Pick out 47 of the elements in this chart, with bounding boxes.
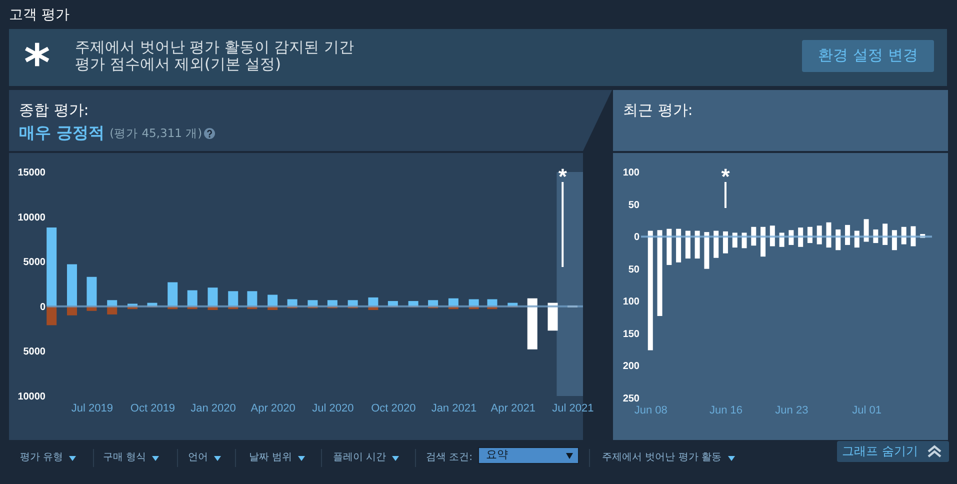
x-tick-label: Jan 2020 <box>190 402 236 414</box>
x-tick-label: Apr 2020 <box>250 402 296 414</box>
text: 평가 점수에서 제외(기본 설정) <box>75 55 282 74</box>
y-tick-label: 10000 <box>18 212 46 224</box>
y-tick-label: 0 <box>634 232 640 244</box>
y-tick-label: 100 <box>622 168 640 178</box>
button: 그래프 숨기기 <box>837 441 949 462</box>
y-tick-label: 200 <box>622 361 640 372</box>
text: 주제에서 벗어난 평가 활동이 감지된 기간 <box>75 38 354 56</box>
chart-subtitle: 매우 긍정적 <box>19 123 105 142</box>
y-tick-label: 50 <box>628 200 640 211</box>
text: (평가 45,311 개) <box>110 126 202 140</box>
text: 플레이 시간 <box>333 452 386 464</box>
y-tick-label: 5000 <box>23 346 46 358</box>
x-tick-label: Oct 2020 <box>371 402 416 414</box>
x-tick-label: Jul 2021 <box>552 402 594 414</box>
x-tick-label: Apr 2021 <box>490 402 536 414</box>
text: 언어 <box>188 452 208 464</box>
text: 주제에서 벗어난 평가 활동 <box>602 452 722 464</box>
text: 날짜 범위 <box>249 452 292 464</box>
y-tick-label: 150 <box>622 328 640 340</box>
ref-line-label: * <box>721 164 730 189</box>
text: 검색 조건: <box>426 452 473 464</box>
y-tick-label: 5000 <box>23 257 46 268</box>
ref-line-label: * <box>558 164 568 189</box>
y-tick-label: 50 <box>628 264 640 276</box>
y-tick-label: 10000 <box>18 392 46 402</box>
x-tick-label: Jan 2021 <box>431 402 477 414</box>
x-tick-label: Jul 2019 <box>71 402 114 414</box>
chart-title: 종합 평가: <box>19 101 89 119</box>
text: 구매 형식 <box>103 452 146 464</box>
x-tick-label: Jul 01 <box>852 404 882 416</box>
x-tick-label: Jun 16 <box>709 404 742 416</box>
text: 고객 평가 <box>9 7 70 23</box>
text: * <box>24 34 50 92</box>
button: 환경 설정 변경 <box>802 40 934 72</box>
chart-title: 최근 평가: <box>623 101 693 119</box>
x-tick-label: Jul 2020 <box>312 402 354 414</box>
select-box: 요약 <box>478 447 579 464</box>
y-tick-label: 250 <box>622 394 640 404</box>
x-tick-label: Oct 2019 <box>130 402 176 414</box>
x-tick-label: Jun 08 <box>634 404 668 416</box>
x-tick-label: Jun 23 <box>775 404 808 416</box>
y-tick-label: 100 <box>622 296 640 308</box>
y-tick-label: 15000 <box>18 168 46 178</box>
y-tick-label: 0 <box>40 302 46 313</box>
text: 평가 유형 <box>20 452 64 464</box>
